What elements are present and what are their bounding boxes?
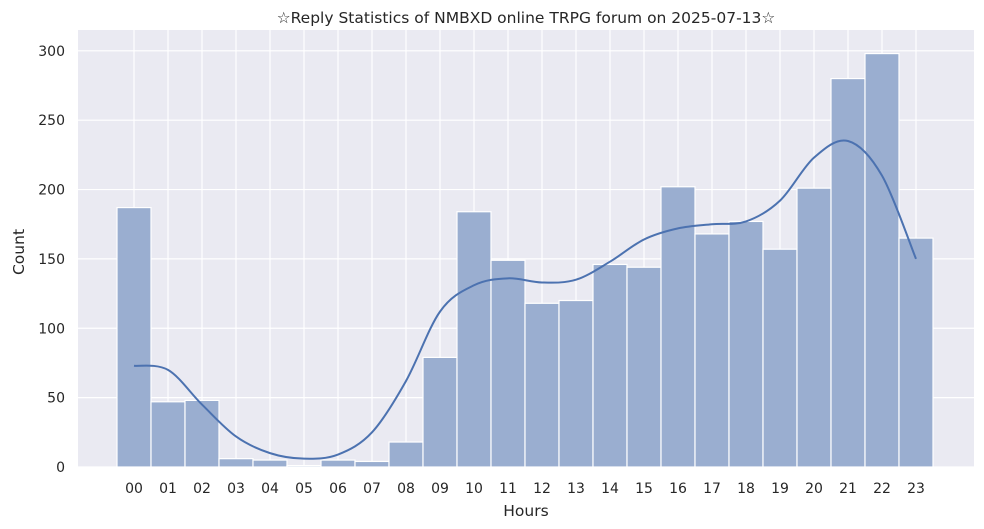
y-tick-labels: 0 50 100 150 200 250 300 [38, 44, 65, 476]
x-tick-label: 19 [771, 481, 789, 497]
x-tick-label: 17 [703, 481, 721, 497]
bar [762, 248, 798, 468]
x-tick-label: 13 [567, 481, 585, 497]
bars [116, 52, 934, 468]
x-tick-label: 15 [635, 481, 653, 497]
x-tick-label: 03 [227, 481, 245, 497]
bar [218, 458, 254, 468]
chart-title: ☆Reply Statistics of NMBXD online TRPG f… [277, 9, 776, 27]
x-tick-labels: 00 01 02 03 04 05 06 07 08 09 10 11 12 13 14 15 16 17 18 19… [125, 481, 925, 497]
y-tick-label: 50 [47, 391, 65, 407]
y-tick-label: 200 [38, 183, 65, 199]
bar [864, 52, 900, 468]
bar [422, 356, 458, 468]
bar [728, 220, 764, 468]
x-tick-label: 22 [873, 481, 891, 497]
x-tick-label: 16 [669, 481, 687, 497]
x-tick-label: 08 [397, 481, 415, 497]
bar [286, 465, 322, 468]
bar [592, 263, 628, 468]
x-tick-label: 20 [805, 481, 823, 497]
bar [150, 401, 186, 468]
bar [558, 299, 594, 468]
x-tick-label: 18 [737, 481, 755, 497]
x-tick-label: 05 [295, 481, 313, 497]
y-axis-title: Count [10, 229, 28, 275]
x-axis-title: Hours [503, 502, 548, 520]
bar [456, 211, 492, 468]
bar [796, 187, 832, 468]
x-tick-label: 11 [499, 481, 517, 497]
bar [320, 459, 356, 468]
y-tick-label: 300 [38, 44, 65, 60]
x-tick-label: 00 [125, 481, 143, 497]
x-tick-label: 12 [533, 481, 551, 497]
x-tick-label: 04 [261, 481, 279, 497]
x-tick-label: 10 [465, 481, 483, 497]
y-tick-label: 250 [38, 113, 65, 129]
bar [184, 399, 220, 468]
x-tick-label: 09 [431, 481, 449, 497]
y-tick-label: 150 [38, 252, 65, 268]
bar [252, 459, 288, 468]
x-tick-label: 23 [907, 481, 925, 497]
bar [626, 266, 662, 468]
bar [354, 460, 390, 468]
x-tick-label: 21 [839, 481, 857, 497]
x-tick-label: 02 [193, 481, 211, 497]
bar [116, 206, 152, 468]
bar [694, 233, 730, 468]
y-tick-label: 0 [56, 460, 65, 476]
bar [524, 302, 560, 468]
bar [830, 77, 866, 468]
bar [490, 259, 526, 468]
kde-line [133, 139, 917, 460]
x-tick-label: 06 [329, 481, 347, 497]
bar [388, 441, 424, 468]
y-tick-label: 100 [38, 321, 65, 337]
x-tick-label: 07 [363, 481, 381, 497]
x-tick-label: 01 [159, 481, 177, 497]
bar [898, 237, 934, 468]
x-tick-label: 14 [601, 481, 619, 497]
